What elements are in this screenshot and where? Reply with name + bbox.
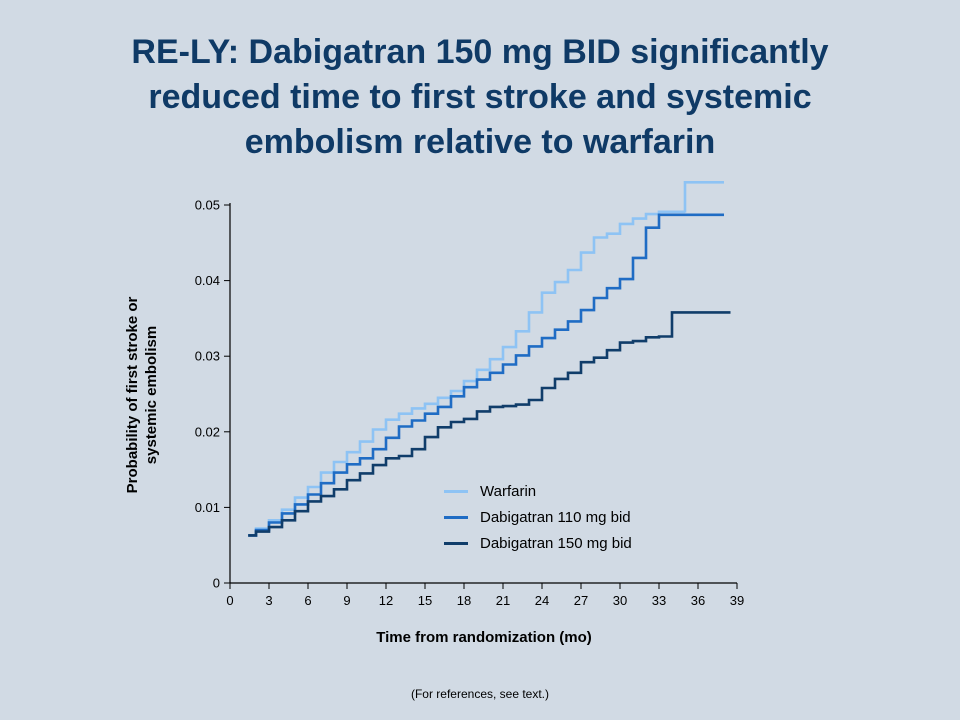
- chart-legend: Warfarin Dabigatran 110 mg bid Dabigatra…: [444, 478, 632, 556]
- x-tick-label: 21: [496, 593, 510, 608]
- slide-title: RE-LY: Dabigatran 150 mg BID significant…: [0, 30, 960, 165]
- x-tick-label: 39: [730, 593, 744, 608]
- y-tick-label: 0.04: [195, 273, 220, 288]
- legend-swatch-warfarin: [444, 489, 468, 493]
- legend-swatch-dabigatran-150: [444, 541, 468, 545]
- legend-swatch-dabigatran-110: [444, 515, 468, 519]
- x-tick-label: 27: [574, 593, 588, 608]
- y-tick-label: 0.03: [195, 349, 220, 364]
- x-tick-label: 30: [613, 593, 627, 608]
- x-tick-label: 0: [226, 593, 233, 608]
- dabigatran-150-curve: [248, 311, 731, 537]
- y-tick-label: 0.01: [195, 500, 220, 515]
- x-axis-label: Time from randomization (mo): [376, 629, 592, 646]
- x-tick-label: 6: [304, 593, 311, 608]
- dabigatran-110-curve: [248, 213, 724, 537]
- legend-label-dabigatran-110: Dabigatran 110 mg bid: [480, 508, 631, 526]
- x-tick-label: 36: [691, 593, 705, 608]
- legend-item-dabigatran-150: Dabigatran 150 mg bid: [444, 530, 632, 556]
- x-tick-label: 24: [535, 593, 549, 608]
- x-tick-label: 15: [418, 593, 432, 608]
- references-footnote: (For references, see text.): [410, 687, 550, 701]
- y-tick-label: 0.05: [195, 198, 220, 213]
- y-tick-label: 0.02: [195, 424, 220, 439]
- x-tick-label: 33: [652, 593, 666, 608]
- title-line-3: embolism relative to warfarin: [244, 123, 716, 161]
- x-tick-label: 3: [265, 593, 272, 608]
- legend-item-dabigatran-110: Dabigatran 110 mg bid: [444, 504, 632, 530]
- x-tick-label: 9: [343, 593, 350, 608]
- y-axis-label-line-1: Probability of first stroke or: [124, 296, 141, 494]
- x-tick-label: 18: [457, 593, 471, 608]
- y-tick-label: 0: [213, 576, 220, 591]
- title-line-1: RE-LY: Dabigatran 150 mg BID significant…: [131, 33, 829, 71]
- legend-label-dabigatran-150: Dabigatran 150 mg bid: [480, 534, 632, 552]
- title-line-2: reduced time to first stroke and systemi…: [148, 78, 812, 116]
- y-axis-label-line-2: systemic embolism: [143, 325, 160, 465]
- y-axis-label: Probability of first stroke or systemic …: [123, 297, 161, 494]
- legend-item-warfarin: Warfarin: [444, 478, 632, 504]
- warfarin-curve: [248, 181, 724, 537]
- legend-label-warfarin: Warfarin: [480, 482, 537, 500]
- x-tick-label: 12: [379, 593, 393, 608]
